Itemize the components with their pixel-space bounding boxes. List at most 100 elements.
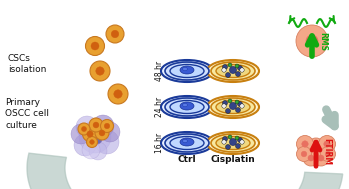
Circle shape bbox=[222, 68, 226, 72]
Circle shape bbox=[223, 136, 228, 142]
Ellipse shape bbox=[180, 66, 194, 74]
Circle shape bbox=[228, 135, 232, 139]
Circle shape bbox=[297, 146, 312, 161]
Circle shape bbox=[225, 108, 230, 114]
Circle shape bbox=[230, 67, 237, 74]
Circle shape bbox=[104, 123, 110, 129]
Circle shape bbox=[240, 140, 244, 144]
Circle shape bbox=[74, 134, 96, 156]
Circle shape bbox=[114, 90, 122, 98]
Circle shape bbox=[93, 122, 99, 128]
Ellipse shape bbox=[170, 101, 204, 114]
Circle shape bbox=[78, 123, 90, 135]
Circle shape bbox=[101, 119, 113, 132]
Ellipse shape bbox=[216, 136, 250, 149]
Ellipse shape bbox=[165, 98, 209, 116]
Circle shape bbox=[296, 25, 328, 57]
Circle shape bbox=[222, 104, 226, 108]
Circle shape bbox=[89, 142, 107, 160]
Text: Cisplatin: Cisplatin bbox=[211, 154, 255, 163]
Circle shape bbox=[106, 25, 124, 43]
Text: Ctrl: Ctrl bbox=[178, 154, 196, 163]
Circle shape bbox=[95, 130, 119, 154]
Circle shape bbox=[235, 64, 239, 68]
Text: CSCs
isolation: CSCs isolation bbox=[8, 54, 46, 74]
Ellipse shape bbox=[180, 138, 194, 146]
Circle shape bbox=[301, 151, 307, 157]
Text: 48 hr: 48 hr bbox=[156, 61, 164, 81]
Text: 24 hr: 24 hr bbox=[156, 97, 164, 117]
Circle shape bbox=[82, 141, 100, 159]
Circle shape bbox=[313, 150, 329, 166]
Circle shape bbox=[236, 108, 240, 112]
Circle shape bbox=[238, 101, 243, 106]
Circle shape bbox=[79, 121, 111, 153]
Circle shape bbox=[238, 138, 243, 143]
Circle shape bbox=[308, 155, 314, 161]
Circle shape bbox=[313, 144, 319, 150]
Ellipse shape bbox=[207, 132, 259, 154]
Ellipse shape bbox=[207, 60, 259, 82]
Ellipse shape bbox=[183, 139, 187, 143]
Ellipse shape bbox=[161, 96, 213, 118]
Circle shape bbox=[96, 67, 104, 75]
Circle shape bbox=[228, 63, 232, 67]
Circle shape bbox=[89, 118, 103, 132]
Circle shape bbox=[307, 138, 325, 156]
Circle shape bbox=[90, 61, 110, 81]
Circle shape bbox=[236, 71, 240, 77]
Circle shape bbox=[90, 140, 94, 144]
Circle shape bbox=[87, 131, 93, 137]
Circle shape bbox=[235, 100, 239, 104]
Ellipse shape bbox=[183, 67, 187, 70]
Circle shape bbox=[81, 126, 87, 132]
Ellipse shape bbox=[207, 96, 259, 118]
Ellipse shape bbox=[170, 64, 204, 77]
Circle shape bbox=[236, 143, 240, 149]
Circle shape bbox=[324, 141, 330, 147]
Circle shape bbox=[95, 126, 109, 140]
Circle shape bbox=[223, 64, 228, 70]
Circle shape bbox=[228, 99, 232, 103]
Ellipse shape bbox=[165, 134, 209, 152]
Text: 16 hr: 16 hr bbox=[156, 133, 164, 153]
Circle shape bbox=[71, 124, 91, 144]
Ellipse shape bbox=[183, 104, 187, 106]
Ellipse shape bbox=[211, 98, 255, 116]
Ellipse shape bbox=[170, 136, 204, 149]
Circle shape bbox=[99, 130, 105, 136]
Circle shape bbox=[86, 36, 104, 56]
Circle shape bbox=[230, 139, 237, 146]
Circle shape bbox=[225, 73, 230, 77]
Ellipse shape bbox=[165, 62, 209, 80]
Circle shape bbox=[87, 136, 97, 147]
Circle shape bbox=[100, 122, 120, 142]
Circle shape bbox=[240, 68, 244, 72]
Circle shape bbox=[303, 150, 319, 166]
Ellipse shape bbox=[211, 62, 255, 80]
Ellipse shape bbox=[161, 60, 213, 82]
Circle shape bbox=[82, 126, 97, 142]
Circle shape bbox=[76, 116, 98, 138]
Ellipse shape bbox=[216, 64, 250, 77]
Circle shape bbox=[92, 115, 114, 137]
Circle shape bbox=[225, 145, 230, 149]
Circle shape bbox=[306, 35, 318, 47]
Text: RMS: RMS bbox=[318, 33, 327, 51]
Circle shape bbox=[92, 134, 102, 144]
Circle shape bbox=[302, 141, 308, 147]
Circle shape bbox=[111, 30, 119, 38]
Ellipse shape bbox=[211, 134, 255, 152]
Circle shape bbox=[319, 136, 335, 153]
Circle shape bbox=[240, 104, 244, 108]
Circle shape bbox=[318, 155, 324, 161]
Circle shape bbox=[108, 84, 128, 104]
Circle shape bbox=[91, 42, 99, 50]
Circle shape bbox=[297, 136, 313, 153]
Circle shape bbox=[320, 146, 335, 161]
Polygon shape bbox=[27, 153, 343, 189]
Ellipse shape bbox=[216, 101, 250, 114]
Text: Primary
OSCC cell
culture: Primary OSCC cell culture bbox=[5, 98, 49, 130]
Circle shape bbox=[230, 102, 237, 109]
Circle shape bbox=[235, 136, 239, 140]
